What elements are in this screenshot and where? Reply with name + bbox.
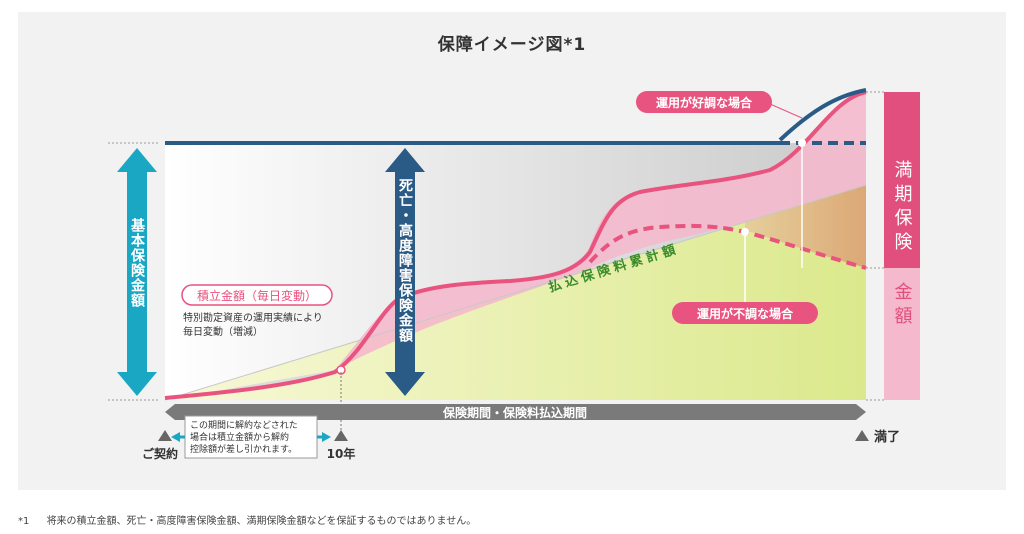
death-amount-arrow: 死亡・高度障害保険金額	[385, 148, 425, 396]
premium-line	[164, 184, 867, 401]
period-bar: 保険期間・保険料払込期間	[165, 404, 866, 420]
maturity-label-bottom: 金額	[892, 282, 913, 330]
basic-amount-label: 基本保険金額	[129, 217, 146, 308]
bad-case-shortfall-area	[745, 185, 866, 268]
ten-year-marker	[334, 430, 348, 441]
maturity-amount-box: 満期保険 金額	[884, 92, 920, 400]
bad-case-callout: 運用が不調な場合	[672, 302, 818, 324]
good-label-leader	[769, 103, 803, 119]
cancel-arrow-right	[322, 432, 331, 442]
savings-curve-bad	[588, 223, 867, 270]
ten-year-label: 10年	[327, 446, 356, 461]
footnote: *1 将来の積立金額、死亡・高度障害保険金額、満期保険金額などを保証するものでは…	[18, 512, 476, 527]
cancel-note-1: この期間に解約などされた	[190, 419, 298, 431]
cancel-note-3: 控除額が差し引かれます。	[190, 443, 297, 455]
contract-marker	[158, 430, 172, 441]
maturity-marker	[855, 430, 869, 441]
footnote-mark: *1	[18, 516, 30, 527]
period-label: 保険期間・保険料払込期間	[442, 405, 587, 420]
maturity-label-top: 満期保険	[892, 160, 913, 256]
cancel-arrow-left	[171, 432, 180, 442]
good-case-navy-tip	[778, 88, 867, 142]
contract-label: ご契約	[142, 446, 178, 461]
diagram-title: 保障イメージ図*1	[437, 35, 587, 55]
savings-desc-2: 毎日変動（増減）	[183, 325, 263, 338]
maturity-end-label: 満了	[874, 429, 900, 445]
good-case-callout: 運用が好調な場合	[636, 91, 772, 113]
savings-desc-1: 特別勘定資産の運用実績により	[183, 311, 323, 324]
savings-callout: 積立金額（毎日変動） 特別勘定資産の運用実績により 毎日変動（増減）	[181, 284, 333, 338]
savings-title: 積立金額（毎日変動）	[197, 288, 317, 303]
good-case-label: 運用が好調な場合	[656, 95, 753, 110]
basic-amount-arrow: 基本保険金額	[117, 148, 157, 396]
cancel-note-2: 場合は積立金額から解約	[190, 431, 289, 443]
death-amount-label: 死亡・高度障害保険金額	[397, 178, 414, 343]
footnote-text: 将来の積立金額、死亡・高度障害保険金額、満期保険金額などを保証するものではありま…	[46, 516, 477, 527]
savings-curve-good	[164, 90, 867, 400]
cancel-note: この期間に解約などされた 場合は積立金額から解約 控除額が差し引かれます。	[171, 415, 331, 459]
bad-case-label: 運用が不調な場合	[697, 306, 794, 321]
